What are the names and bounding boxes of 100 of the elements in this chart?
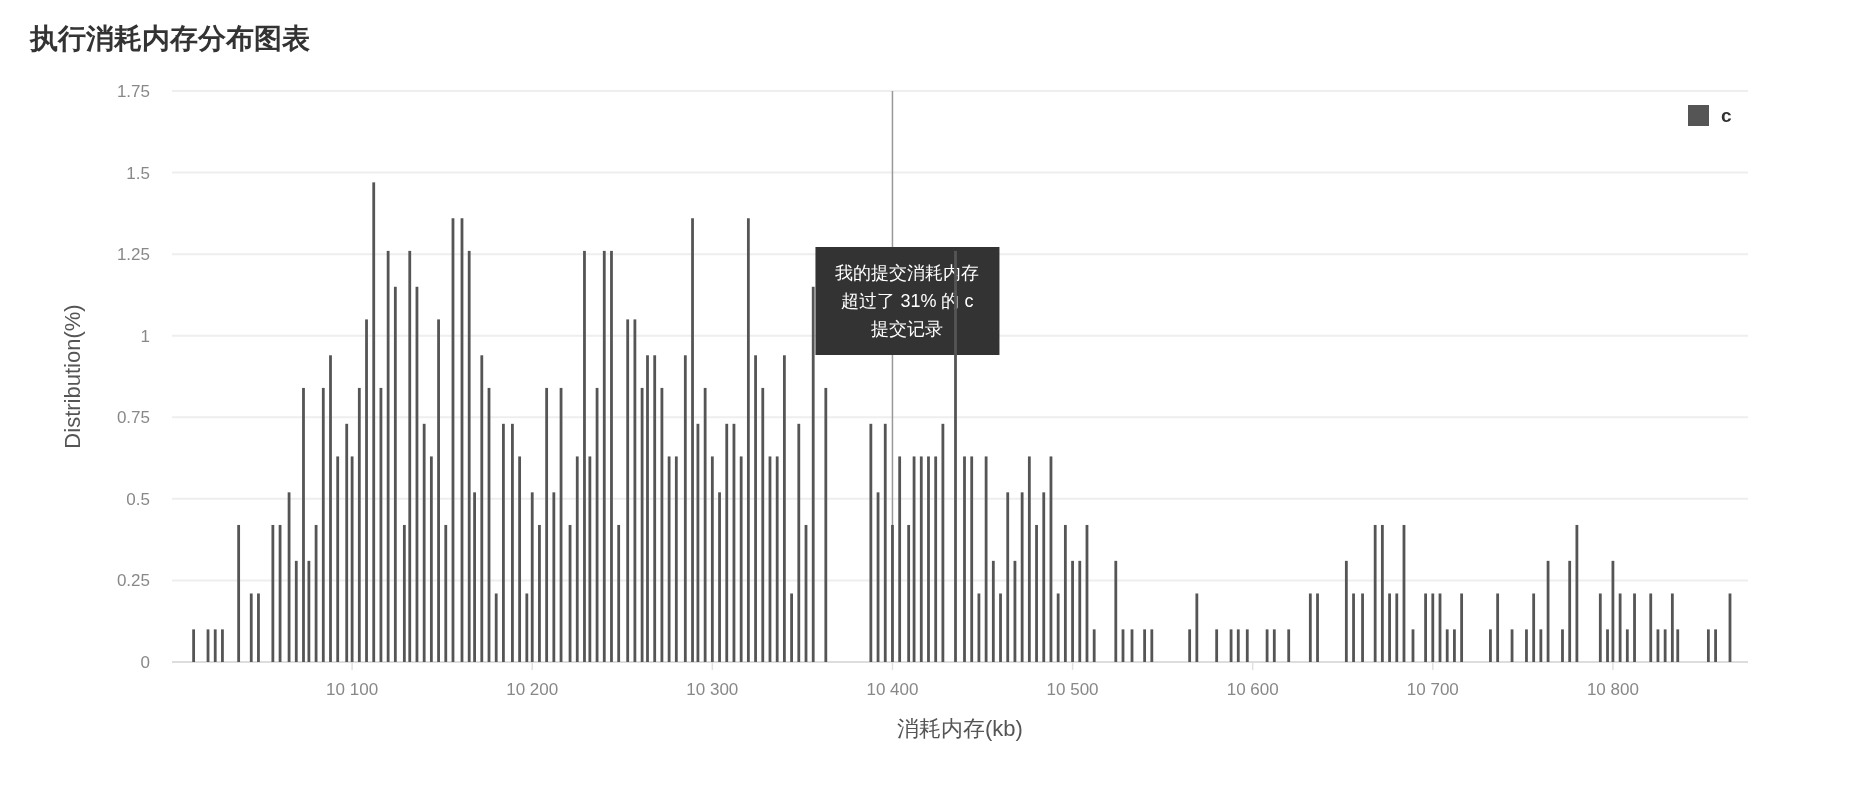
bar bbox=[402, 524, 406, 662]
bar bbox=[927, 456, 930, 662]
x-tick-label: 10 400 bbox=[866, 680, 919, 699]
bar bbox=[1714, 629, 1717, 662]
bar bbox=[1395, 593, 1399, 662]
bar bbox=[575, 456, 579, 662]
bar bbox=[610, 250, 613, 662]
bar bbox=[545, 387, 549, 662]
bar bbox=[473, 492, 476, 662]
bar bbox=[372, 182, 376, 662]
bar bbox=[775, 456, 779, 662]
bar bbox=[480, 355, 484, 662]
bar bbox=[1215, 629, 1219, 662]
bar bbox=[667, 456, 671, 662]
bar bbox=[761, 387, 765, 662]
bar bbox=[365, 319, 368, 662]
y-tick-label: 0 bbox=[140, 653, 150, 672]
bar bbox=[213, 629, 217, 662]
bar bbox=[444, 524, 448, 662]
bar bbox=[999, 593, 1002, 662]
bar bbox=[393, 286, 397, 662]
bar bbox=[797, 423, 801, 662]
bar bbox=[1625, 629, 1629, 662]
y-axis-title: Distribution(%) bbox=[60, 304, 85, 449]
bar bbox=[408, 250, 412, 662]
bar bbox=[1424, 593, 1427, 662]
bar bbox=[518, 456, 522, 662]
bar bbox=[633, 319, 637, 662]
bar bbox=[336, 456, 340, 662]
bar bbox=[617, 524, 621, 662]
bar bbox=[1308, 593, 1312, 662]
bar bbox=[602, 250, 606, 662]
bar bbox=[1598, 593, 1602, 662]
bar bbox=[1532, 593, 1536, 662]
bar bbox=[1092, 629, 1096, 662]
bar bbox=[991, 560, 995, 662]
bar bbox=[907, 524, 911, 662]
bar bbox=[1006, 492, 1010, 662]
bar bbox=[790, 593, 793, 662]
bar bbox=[725, 423, 729, 662]
bar bbox=[552, 492, 556, 662]
bar bbox=[257, 593, 260, 662]
bar bbox=[1373, 524, 1377, 662]
bar bbox=[588, 456, 592, 662]
bar bbox=[329, 355, 332, 662]
bar bbox=[1027, 456, 1031, 662]
bar bbox=[1078, 560, 1082, 662]
y-tick-label: 1.75 bbox=[116, 82, 150, 101]
title: 执行消耗内存分布图表 bbox=[30, 23, 310, 54]
bar bbox=[1272, 629, 1276, 662]
bar bbox=[824, 387, 828, 662]
bar bbox=[891, 524, 894, 662]
bar bbox=[530, 492, 534, 662]
bar bbox=[963, 456, 966, 662]
bar bbox=[249, 593, 253, 662]
bar bbox=[754, 355, 757, 662]
legend-label: c bbox=[1721, 105, 1732, 126]
bar bbox=[386, 250, 390, 662]
bar bbox=[1649, 593, 1653, 662]
bar bbox=[1489, 629, 1492, 662]
bar bbox=[502, 423, 505, 662]
bar bbox=[321, 387, 325, 662]
bar bbox=[626, 319, 630, 662]
bar bbox=[294, 560, 298, 662]
bar bbox=[538, 524, 541, 662]
bar bbox=[1539, 629, 1543, 662]
bar bbox=[1143, 629, 1147, 662]
bar bbox=[467, 250, 471, 662]
bar bbox=[1618, 593, 1622, 662]
bar bbox=[934, 456, 938, 662]
bar bbox=[307, 560, 311, 662]
bar bbox=[710, 456, 714, 662]
legend: c bbox=[1688, 105, 1732, 126]
y-tick-label: 0.5 bbox=[126, 489, 150, 509]
bar bbox=[1056, 593, 1060, 662]
y-tick-label: 0.75 bbox=[116, 408, 150, 428]
bar bbox=[1188, 629, 1192, 662]
bar bbox=[1020, 492, 1024, 662]
bar bbox=[1071, 560, 1074, 662]
bar bbox=[1525, 629, 1528, 662]
bar bbox=[739, 456, 743, 662]
bar bbox=[1460, 593, 1464, 662]
bar bbox=[1575, 524, 1579, 662]
bar bbox=[941, 423, 945, 662]
bar bbox=[1706, 629, 1710, 662]
bar bbox=[1150, 629, 1154, 662]
bar bbox=[1287, 629, 1291, 662]
bar bbox=[422, 423, 426, 662]
bar bbox=[1042, 492, 1046, 662]
bar bbox=[984, 456, 988, 662]
bar bbox=[1195, 593, 1199, 662]
bar bbox=[357, 387, 361, 662]
x-tick-label: 10 700 bbox=[1406, 680, 1459, 699]
bar bbox=[302, 387, 305, 662]
bar bbox=[703, 387, 707, 662]
bar bbox=[1361, 593, 1364, 662]
bar bbox=[511, 423, 514, 662]
bar bbox=[746, 218, 750, 662]
bar bbox=[271, 524, 275, 662]
bar bbox=[1380, 524, 1384, 662]
